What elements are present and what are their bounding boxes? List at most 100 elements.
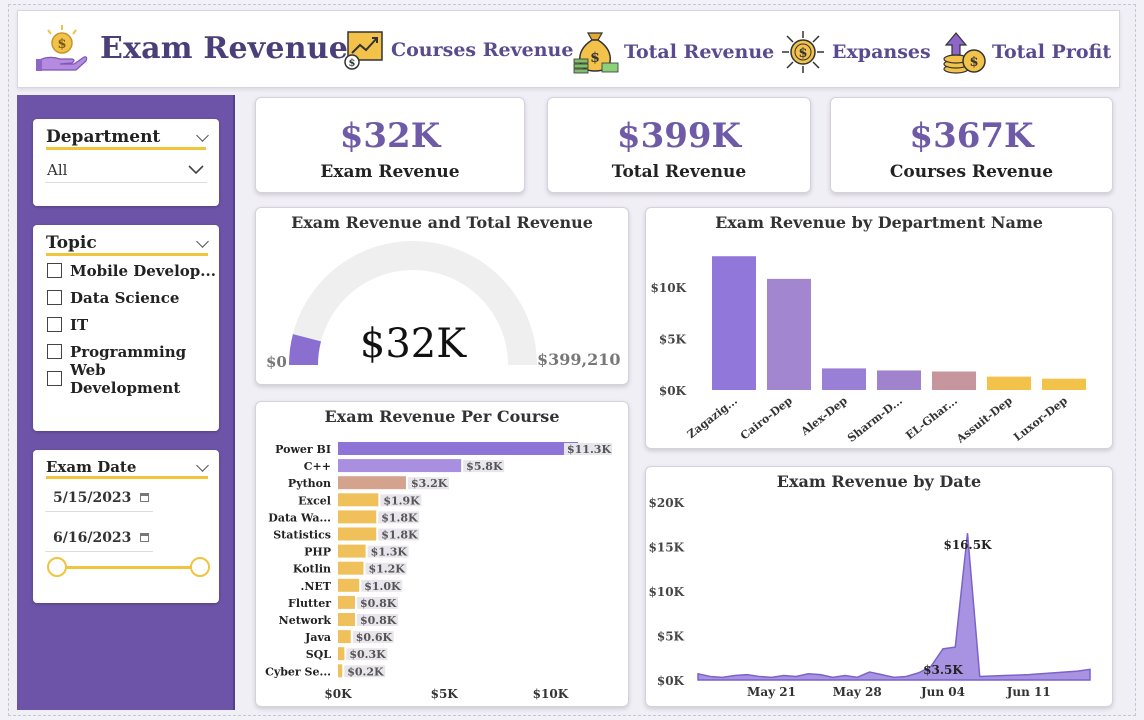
nav-expanses[interactable]: $ Expanses (778, 29, 931, 75)
kpi-card-courses-revenue: $367K Courses Revenue (830, 97, 1113, 193)
gauge-chart: $32K $0 $399,210 (266, 241, 621, 371)
money-bag-icon: $ (573, 32, 619, 74)
nav-courses-revenue[interactable]: $ Courses Revenue (343, 29, 573, 71)
gauge-min-label: $0 (266, 353, 287, 371)
coins-arrow-icon: $ (943, 32, 986, 74)
x-tick-label: May 28 (833, 685, 882, 699)
course-bar (338, 476, 406, 490)
course-data-label: $1.2K (368, 563, 405, 576)
course-label: Python (288, 477, 331, 490)
course-data-label: $1.9K (383, 494, 420, 507)
checkbox[interactable] (47, 290, 62, 305)
checkbox[interactable] (47, 344, 62, 359)
topic-option-mobile[interactable]: Mobile Develop... (47, 257, 219, 284)
calendar-icon[interactable] (140, 533, 149, 542)
svg-text:$: $ (798, 46, 807, 61)
kpi-card-exam-revenue: $32K Exam Revenue (255, 97, 525, 193)
checkbox[interactable] (47, 317, 62, 332)
date-chart-title: Exam Revenue by Date (776, 472, 982, 491)
dollar-arrows-icon: $ (782, 31, 824, 73)
course-label: Power BI (275, 443, 331, 456)
topic-option-programming[interactable]: Programming (47, 338, 219, 365)
top-navigation-bar: $ Exam Revenue $ Courses Revenue $ Total… (17, 10, 1120, 88)
course-label: PHP (304, 546, 331, 559)
course-bar (338, 544, 366, 558)
course-data-label: $1.8K (381, 529, 418, 542)
course-data-label: $0.8K (360, 614, 397, 627)
data-label-bg (378, 528, 420, 541)
x-tick-label: Alex-Dep (798, 394, 850, 439)
y-tick-label: $5K (657, 630, 685, 644)
gauge-background-arc (289, 241, 537, 365)
data-label-bg (356, 614, 398, 626)
start-date-input[interactable]: 5/15/2023 (45, 484, 153, 512)
course-bar (338, 613, 355, 626)
topic-option-label: IT (70, 315, 89, 334)
course-revenue-card: Exam Revenue Per Course Power BI $11.3K C+… (255, 401, 629, 707)
course-label: Cyber Se... (265, 665, 331, 678)
course-label: Kotlin (293, 563, 331, 576)
topic-option-it[interactable]: IT (47, 311, 219, 338)
course-data-label: $1.3K (371, 546, 408, 559)
coin-hand-icon: $ (36, 25, 88, 71)
nav-total-profit[interactable]: $ Total Profit (940, 29, 1111, 75)
x-tick-label: $0K (324, 687, 352, 701)
topic-option-label: Programming (70, 342, 187, 361)
slicer-underline (46, 253, 208, 256)
gauge-card: Exam Revenue and Total Revenue $32K $0 $… (255, 207, 629, 385)
course-data-label: $1.0K (364, 580, 401, 593)
topic-option-data-science[interactable]: Data Science (47, 284, 219, 311)
area-series (697, 533, 1091, 681)
x-tick-label: May 21 (747, 685, 796, 699)
topic-options: Mobile Develop... Data Science IT Progra… (47, 257, 219, 397)
area-data-label: $16.5K (943, 538, 992, 552)
dept-bar (932, 371, 976, 390)
exam-date-slicer-title: Exam Date (46, 458, 137, 476)
svg-text:$: $ (349, 58, 356, 69)
course-label: Excel (298, 494, 331, 507)
date-range-start-handle[interactable] (47, 557, 67, 577)
dept-bar (822, 368, 866, 390)
x-tick-label: $10K (533, 687, 569, 701)
data-label-bg (361, 579, 403, 592)
y-tick-label: $10K (649, 585, 685, 599)
end-date-input[interactable]: 6/16/2023 (45, 524, 153, 552)
y-tick-label: $0K (659, 384, 687, 398)
course-label: C++ (304, 460, 331, 473)
course-revenue-chart: Power BI $11.3K C++ $5.8K Python $3.2K Excel $1… (265, 442, 612, 701)
svg-text:$: $ (969, 55, 978, 70)
date-range-track[interactable] (57, 566, 201, 569)
course-bar (338, 527, 377, 541)
kpi-label: Total Revenue (611, 162, 747, 182)
x-tick-label: EL-Ghar... (903, 394, 959, 442)
svg-text:$: $ (57, 37, 66, 52)
department-dropdown[interactable]: All (45, 157, 207, 183)
gauge-max-label: $399,210 (537, 350, 621, 369)
data-label-bg (407, 477, 449, 490)
dept-bar (712, 256, 756, 390)
y-tick-label: $20K (649, 496, 685, 510)
kpi-value: $399K (616, 116, 742, 156)
calendar-icon[interactable] (140, 493, 149, 502)
dept-bar (767, 278, 811, 390)
course-bar (338, 459, 462, 473)
kpi-value: $367K (909, 116, 1034, 156)
x-tick-label: Jun 04 (920, 685, 965, 699)
course-label: SQL (306, 648, 332, 661)
course-bar (338, 595, 355, 609)
course-data-label: $1.8K (381, 511, 418, 524)
checkbox[interactable] (47, 371, 62, 386)
nav-total-revenue[interactable]: $ Total Revenue (572, 29, 774, 75)
department-slicer-title: Department (46, 127, 161, 147)
checkbox[interactable] (47, 263, 62, 278)
dept-revenue-card: Exam Revenue by Department Name $0K $5K $1… (645, 207, 1113, 449)
area-data-label: $3.5K (923, 663, 963, 677)
topic-option-web-development[interactable]: Web Development (47, 361, 219, 397)
course-chart-title: Exam Revenue Per Course (324, 407, 560, 426)
topic-option-label: Mobile Develop... (70, 261, 216, 280)
x-tick-label: $5K (431, 687, 459, 701)
course-bar (338, 561, 364, 575)
data-label-bg (346, 648, 388, 661)
date-range-end-handle[interactable] (190, 557, 210, 577)
data-label-bg (352, 631, 394, 644)
